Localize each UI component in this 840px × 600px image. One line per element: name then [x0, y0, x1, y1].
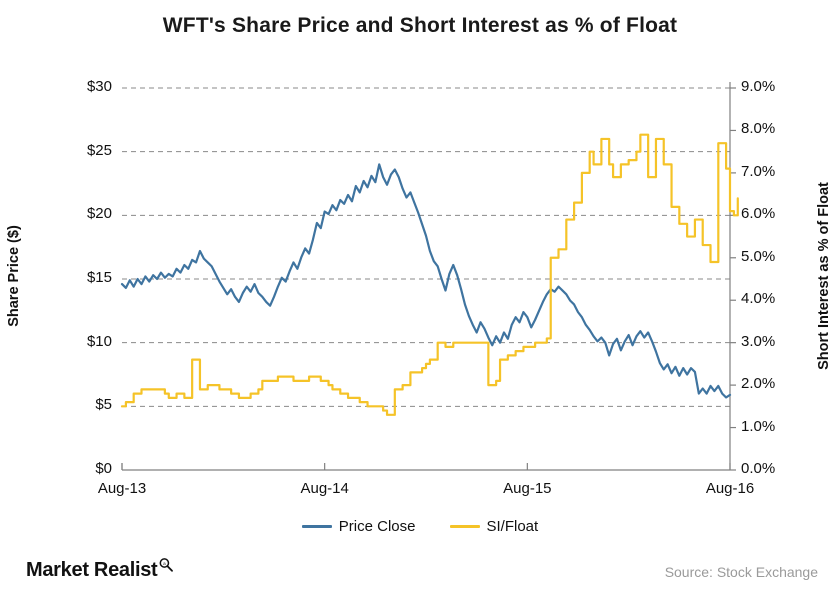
y-right-tick-8: 8.0% [741, 120, 776, 138]
brand-logo: Market Realist a [26, 557, 174, 581]
y-right-tick-4: 4.0% [741, 290, 776, 308]
legend-swatch-si-float [449, 525, 480, 528]
legend-item-price-close[interactable]: Price Close [301, 518, 416, 535]
axis-lines [121, 82, 731, 471]
chart-title: WFT's Share Price and Short Interest as … [162, 14, 678, 37]
x-tick-aug-14: Aug-14 [300, 480, 349, 497]
magnifier-icon: a [158, 557, 174, 578]
y-left-tick-30: $30 [86, 78, 112, 95]
series-line-price-close [120, 163, 732, 399]
y-right-tick-0: 0.0% [741, 460, 776, 477]
legend-swatch-price-close [301, 525, 332, 528]
y-right-tick-2: 2.0% [741, 375, 776, 393]
legend-item-si-float[interactable]: SI/Float [449, 518, 539, 535]
y-right-tick-9: 9.0% [741, 78, 776, 95]
chart-legend: Price Close SI/Float [0, 518, 840, 535]
y-right-tick-3: 3.0% [741, 332, 776, 350]
legend-label-price-close: Price Close [338, 518, 416, 535]
x-tick-aug-13: Aug-13 [97, 480, 147, 497]
legend-label-si-float: SI/Float [486, 518, 539, 535]
x-tick-aug-16: Aug-16 [705, 480, 755, 497]
x-tick-aug-15: Aug-15 [503, 480, 552, 497]
y-right-tick-5: 5.0% [741, 247, 776, 265]
y-left-tick-10: $10 [86, 332, 112, 350]
y-right-tick-1: 1.0% [741, 417, 776, 435]
series-line-si-float [120, 133, 739, 416]
y-left-tick-5: $5 [95, 396, 112, 414]
source-note: Source: Stock Exchange [664, 564, 818, 580]
series-lines [120, 133, 739, 416]
y-left-tick-25: $25 [86, 141, 112, 159]
y-left-tick-20: $20 [86, 205, 112, 223]
y-right-tick-7: 7.0% [741, 162, 776, 180]
svg-text:a: a [164, 561, 167, 566]
y-left-tick-0: $0 [95, 460, 112, 477]
y-left-tick-15: $15 [86, 269, 112, 286]
gridlines [122, 87, 730, 407]
y-right-tick-6: 6.0% [741, 205, 776, 223]
brand-name: Market Realist [26, 559, 158, 581]
